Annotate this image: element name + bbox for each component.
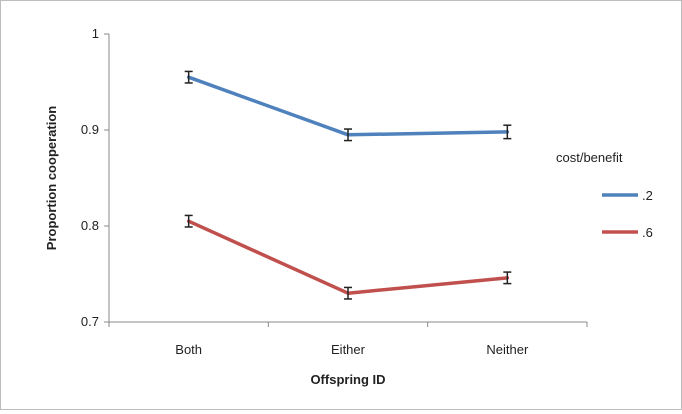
x-tick-label: Neither [486,342,529,357]
x-tick-label: Either [331,342,366,357]
y-axis-title: Proportion cooperation [44,106,59,251]
y-ticks: 0.7 0.8 0.9 1 [81,26,109,329]
y-tick-label: 0.7 [81,314,99,329]
series-layer [184,70,512,300]
x-axis-title: Offspring ID [310,372,385,387]
legend-title: cost/benefit [556,150,623,165]
axes [108,34,587,323]
x-ticks: Both Either Neither [108,322,588,357]
series-line [186,75,510,137]
legend-label: .6 [642,225,653,240]
legend: cost/benefit .2 .6 [556,150,653,240]
y-tick-label: 1 [92,26,99,41]
y-tick-label: 0.8 [81,218,99,233]
y-tick-label: 0.9 [81,122,99,137]
series-line [186,219,510,295]
legend-label: .2 [642,188,653,203]
x-tick-label: Both [175,342,202,357]
